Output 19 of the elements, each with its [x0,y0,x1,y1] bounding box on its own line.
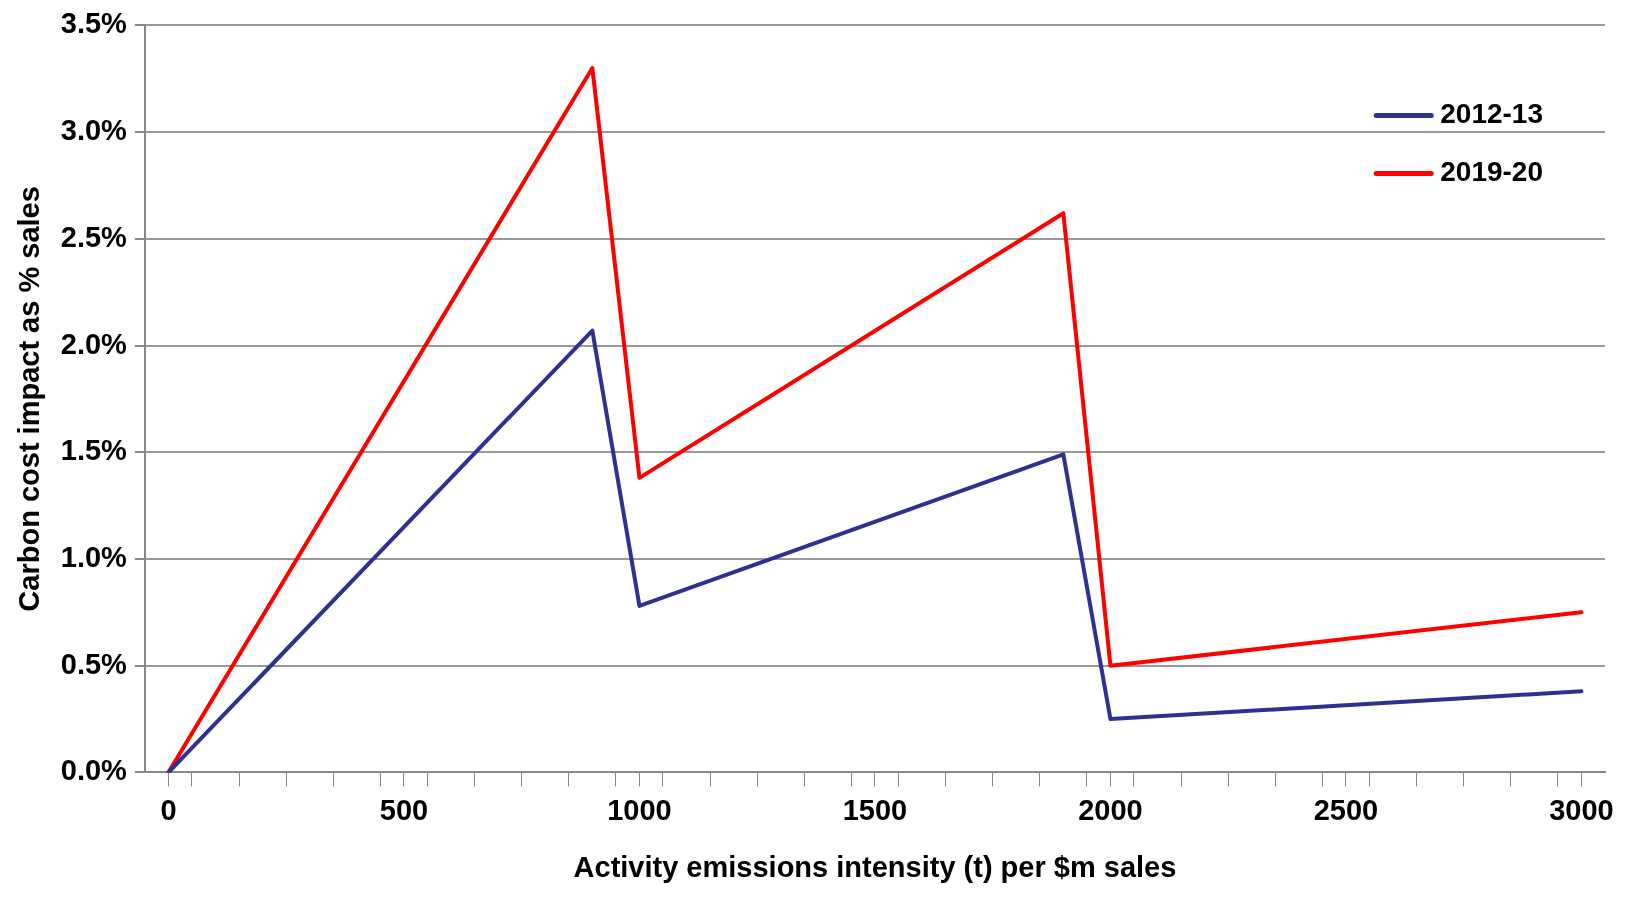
y-tick-label: 3.5% [60,7,128,40]
y-tick-label: 0.0% [60,754,128,787]
y-axis-title: Carbon cost impact as % sales [13,186,46,612]
x-tick-label: 2000 [1078,793,1143,826]
x-tick-label: 1000 [607,793,672,826]
x-axis-title: Activity emissions intensity (t) per $m sales [573,850,1177,883]
x-tick-label: 2500 [1313,793,1379,826]
x-tick-label: 500 [379,793,429,826]
legend-label: 2019-20 [1440,156,1544,188]
y-tick-label: 2.5% [60,220,128,253]
legend-label: 2012-13 [1440,98,1544,130]
y-tick-label: 0.5% [60,647,128,680]
x-tick-label: 0 [160,793,177,826]
y-tick-label: 1.5% [60,434,128,467]
y-tick-label: 1.0% [60,540,128,573]
y-tick-label: 3.0% [60,114,128,147]
x-tick-label: 1500 [842,793,908,826]
y-tick-label: 2.0% [60,327,128,360]
x-tick-label: 3000 [1549,793,1614,826]
